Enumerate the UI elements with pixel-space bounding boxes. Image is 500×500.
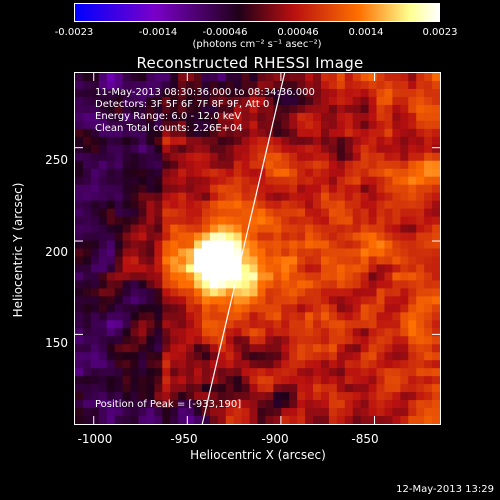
y-tick-label: 250: [45, 153, 68, 167]
x-tick-label: -950: [170, 432, 198, 446]
x-tick-label: -1000: [77, 432, 113, 446]
heatmap-cells: [75, 73, 440, 424]
plot-area: 11-May-2013 08:30:36.000 to 08:34:36.000…: [74, 72, 441, 425]
energy-range-info: Energy Range: 6.0 - 12.0 keV: [95, 111, 242, 122]
colorbar-unit-label: (photons cm⁻² s⁻¹ asec⁻²): [192, 39, 322, 50]
colorbar-tick-label: -0.0023: [54, 27, 94, 38]
y-tick-label: 200: [45, 245, 68, 259]
colorbar: [74, 3, 440, 22]
timestamp: 12-May-2013 13:29: [396, 484, 494, 495]
y-axis-label: Heliocentric Y (arcsec): [11, 182, 25, 318]
x-tick-label: -900: [261, 432, 289, 446]
y-tick-label: 150: [45, 336, 68, 350]
detectors-info: Detectors: 3F 5F 6F 7F 8F 9F, Att 0: [95, 99, 270, 110]
colorbar-gradient: [75, 4, 439, 21]
x-axis-label: Heliocentric X (arcsec): [190, 448, 326, 462]
colorbar-tick-label: 0.00046: [277, 27, 319, 38]
solar-limb-line: [201, 73, 286, 424]
colorbar-tick-label: -0.00046: [202, 27, 248, 38]
peak-position-info: Position of Peak = [-933,190]: [95, 399, 242, 410]
colorbar-tick-label: 0.0023: [422, 27, 458, 38]
colorbar-tick-label: 0.0014: [348, 27, 384, 38]
x-tick-label: -850: [351, 432, 379, 446]
observation-time: 11-May-2013 08:30:36.000 to 08:34:36.000: [95, 87, 315, 98]
chart-title: Reconstructed RHESSI Image: [136, 54, 364, 72]
clean-counts-info: Clean Total counts: 2.26E+04: [95, 123, 243, 134]
heatmap-image: [75, 73, 440, 424]
colorbar-tick-label: -0.0014: [138, 27, 178, 38]
